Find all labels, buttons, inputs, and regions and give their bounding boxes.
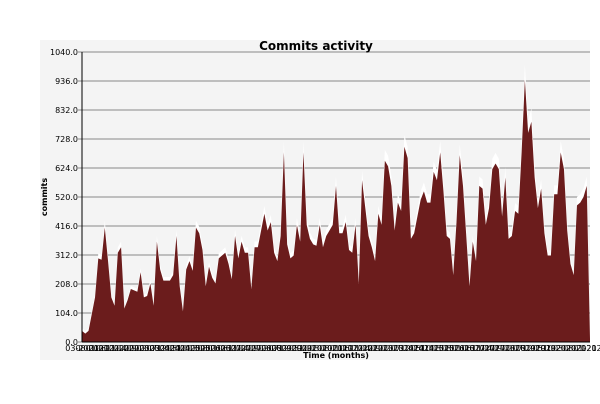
x-tick-label: 11-2012	[350, 344, 383, 353]
y-tick-label: 312.0	[55, 251, 78, 260]
x-tick-label: 07-2009	[268, 344, 301, 353]
x-tick-label: 05-2005	[167, 344, 200, 353]
commits-area	[82, 79, 590, 342]
x-tick-label: 11-2007	[228, 344, 261, 353]
x-tick-label: 10-2005	[177, 344, 210, 353]
x-tick-label: 01-2022	[573, 344, 600, 353]
x-tick-label: 09-2008	[248, 344, 281, 353]
x-tick-label: 03-2001	[65, 344, 98, 353]
y-tick-label: 728.0	[55, 135, 78, 144]
y-tick-label: 936.0	[55, 77, 78, 86]
x-tick-label: 08-2006	[197, 344, 230, 353]
x-tick-label: 10-2020	[543, 344, 576, 353]
x-tick-label: 03-2006	[187, 344, 220, 353]
x-tick-label: 08-2016	[441, 344, 474, 353]
x-tick-label: 01-2007	[208, 344, 241, 353]
x-tick-label: 04-2018	[482, 344, 515, 353]
x-tick-label: 09-2013	[370, 344, 403, 353]
x-tick-label: 08-2021	[563, 344, 596, 353]
y-tick-label: 208.0	[55, 280, 78, 289]
x-tick-label: 09-2003	[126, 344, 159, 353]
x-tick-label: 01-2002	[86, 344, 119, 353]
x-tick-label: 08-2011	[319, 344, 352, 353]
x-tick-label: 09-2018	[492, 344, 525, 353]
x-tick-label: 06-2007	[218, 344, 251, 353]
x-tick-label: 07-2019	[512, 344, 545, 353]
x-tick-label: 05-2010	[289, 344, 322, 353]
x-tick-label: 10-2015	[421, 344, 454, 353]
x-tick-label: 08-2001	[75, 344, 108, 353]
x-tick-label: 12-2009	[279, 344, 312, 353]
x-tick-label: 12-2019	[522, 344, 555, 353]
x-tick-label: 06-2017	[462, 344, 495, 353]
x-tick-label: 02-2004	[136, 344, 169, 353]
x-tick-labels: 03-200108-200101-200206-200211-200204-20…	[65, 344, 600, 353]
x-tick-label: 12-2004	[157, 344, 190, 353]
y-tick-label: 520.0	[55, 193, 78, 202]
y-tick-label: 416.0	[55, 222, 78, 231]
y-tick-label: 104.0	[55, 309, 78, 318]
y-tick-label: 0.0	[65, 338, 78, 347]
x-tick-label: 01-2012	[329, 344, 362, 353]
x-axis-label: Time (months)	[303, 351, 369, 360]
x-tick-label: 02-2014	[380, 344, 413, 353]
x-tick-label: 06-2002	[96, 344, 129, 353]
x-tick-label: 07-2004	[147, 344, 180, 353]
x-tick-label: 02-2019	[502, 344, 535, 353]
y-axis-label: commits	[40, 178, 49, 216]
y-tick-label: 624.0	[55, 164, 78, 173]
axes	[81, 52, 590, 343]
x-tick-label: 04-2013	[360, 344, 393, 353]
y-tick-labels: 0.0 104.0 208.0 312.0 416.0 520.0 624.0 728.0 83…	[50, 48, 78, 347]
x-tick-label: 04-2008	[238, 344, 271, 353]
x-tick-label: 11-2017	[472, 344, 505, 353]
x-tick-label: 01-2017	[451, 344, 484, 353]
x-tick-label: 04-2003	[116, 344, 149, 353]
x-tick-label: 06-2012	[340, 344, 373, 353]
x-tick-label: 03-2016	[431, 344, 464, 353]
x-tick-label: 05-2020	[533, 344, 566, 353]
chart-title: Commits activity	[259, 39, 373, 53]
x-tick-label: 02-2009	[258, 344, 291, 353]
x-tick-label: 07-2014	[390, 344, 423, 353]
x-tick-label: 03-2021	[553, 344, 586, 353]
x-tick-label: 03-2011	[309, 344, 342, 353]
y-tick-label: 832.0	[55, 106, 78, 115]
x-tick-label: 05-2015	[411, 344, 444, 353]
y-tick-label: 1040.0	[50, 48, 78, 57]
x-tick-label: 11-2002	[106, 344, 139, 353]
x-tick-label: 10-2010	[299, 344, 332, 353]
x-tick-label: 12-2014	[401, 344, 434, 353]
